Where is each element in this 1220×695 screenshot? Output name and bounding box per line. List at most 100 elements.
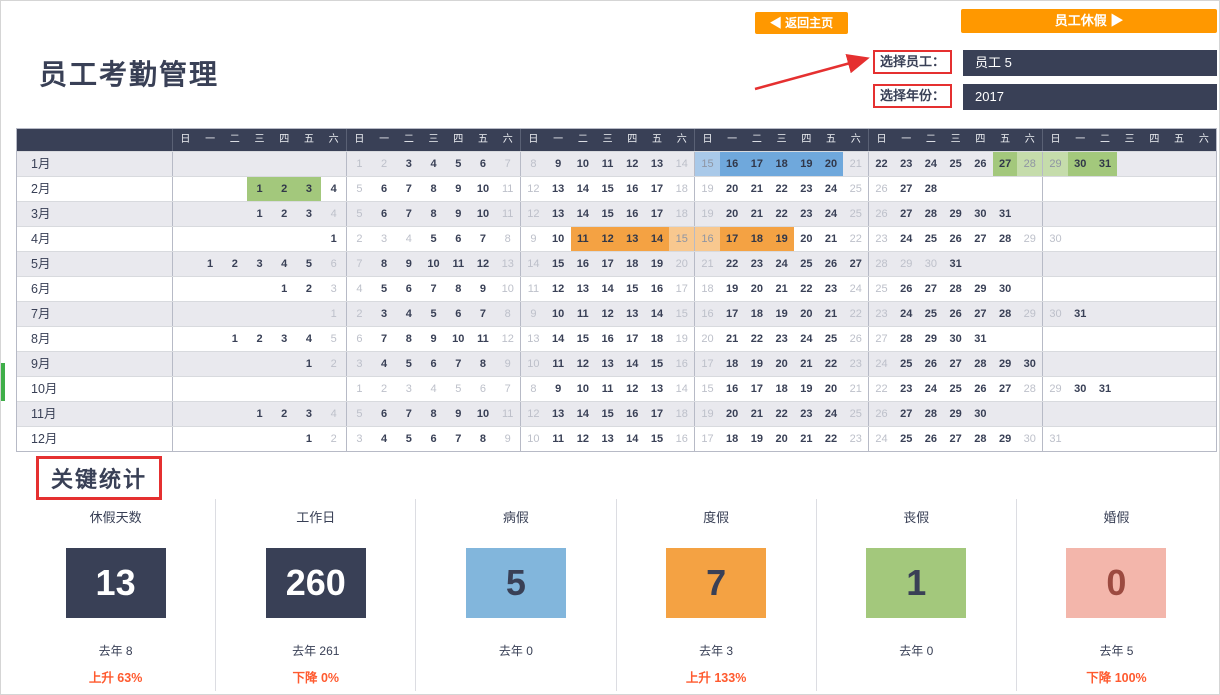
day-cell[interactable]: 26 — [900, 283, 913, 295]
day-cell[interactable]: 29 — [949, 208, 962, 220]
day-cell[interactable]: 2 — [271, 177, 297, 201]
day-cell[interactable]: 19 — [769, 227, 794, 251]
day-cell[interactable]: 4 — [346, 277, 372, 301]
day-cell[interactable]: 2 — [346, 227, 372, 251]
day-cell[interactable]: 29 — [1042, 152, 1068, 176]
day-cell[interactable]: 1 — [305, 433, 313, 445]
day-cell[interactable]: 3 — [346, 352, 372, 376]
day-cell[interactable]: 26 — [974, 383, 987, 395]
day-cell[interactable]: 5 — [405, 358, 412, 370]
day-cell[interactable]: 22 — [868, 152, 894, 176]
day-cell[interactable]: 6 — [479, 383, 487, 395]
day-cell[interactable]: 5 — [455, 158, 462, 170]
day-cell[interactable]: 28 — [924, 208, 938, 220]
day-cell[interactable]: 29 — [949, 408, 962, 420]
day-cell[interactable]: 23 — [868, 302, 894, 326]
day-cell[interactable]: 15 — [601, 183, 614, 195]
day-cell[interactable]: 10 — [476, 408, 490, 420]
day-cell[interactable]: 9 — [555, 158, 562, 170]
day-cell[interactable]: 2 — [381, 383, 388, 395]
day-cell[interactable]: 25 — [949, 383, 962, 395]
day-cell[interactable]: 10 — [452, 333, 465, 345]
day-cell[interactable]: 12 — [626, 383, 639, 395]
day-cell[interactable]: 23 — [900, 383, 913, 395]
day-cell[interactable]: 21 — [726, 333, 739, 345]
day-cell[interactable]: 15 — [694, 377, 720, 401]
day-cell[interactable]: 15 — [650, 433, 664, 445]
day-cell[interactable]: 17 — [726, 308, 739, 320]
day-cell[interactable]: 16 — [601, 333, 614, 345]
day-cell[interactable]: 14 — [626, 358, 639, 370]
day-cell[interactable]: 10 — [476, 208, 490, 220]
day-cell[interactable]: 9 — [430, 333, 437, 345]
day-cell[interactable]: 21 — [750, 408, 764, 420]
day-cell[interactable]: 28 — [998, 308, 1012, 320]
day-cell[interactable]: 26 — [924, 358, 938, 370]
day-cell[interactable]: 11 — [552, 358, 564, 370]
day-cell[interactable]: 13 — [601, 433, 614, 445]
day-cell[interactable]: 16 — [726, 383, 739, 395]
day-cell[interactable]: 22 — [849, 308, 862, 320]
day-cell[interactable]: 15 — [626, 283, 639, 295]
day-cell[interactable]: 6 — [381, 408, 388, 420]
day-cell[interactable]: 7 — [405, 208, 412, 220]
day-cell[interactable]: 31 — [974, 333, 987, 345]
day-cell[interactable]: 26 — [868, 202, 894, 226]
day-cell[interactable]: 30 — [924, 258, 938, 270]
day-cell[interactable]: 1 — [281, 283, 288, 295]
day-cell[interactable]: 12 — [595, 227, 620, 251]
day-cell[interactable]: 27 — [998, 383, 1012, 395]
day-cell[interactable]: 3 — [330, 283, 337, 295]
day-cell[interactable]: 28 — [900, 333, 913, 345]
day-cell[interactable]: 7 — [479, 308, 487, 320]
day-cell[interactable]: 28 — [868, 252, 894, 276]
day-cell[interactable]: 24 — [849, 283, 862, 295]
day-cell[interactable]: 11 — [452, 258, 465, 270]
day-cell[interactable]: 14 — [576, 208, 589, 220]
day-cell[interactable]: 19 — [800, 383, 813, 395]
day-cell[interactable]: 12 — [576, 358, 589, 370]
day-cell[interactable]: 12 — [601, 308, 614, 320]
day-cell[interactable]: 10 — [476, 183, 490, 195]
day-cell[interactable]: 10 — [552, 233, 565, 245]
day-cell[interactable]: 22 — [775, 183, 788, 195]
day-cell[interactable]: 30 — [1023, 433, 1036, 445]
day-cell[interactable]: 11 — [601, 383, 614, 395]
day-cell[interactable]: 10 — [576, 158, 589, 170]
day-cell[interactable]: 3 — [256, 258, 263, 270]
day-cell[interactable]: 18 — [675, 408, 688, 420]
day-cell[interactable]: 29 — [900, 258, 913, 270]
day-cell[interactable]: 5 — [430, 233, 437, 245]
day-cell[interactable]: 11 — [601, 158, 614, 170]
day-cell[interactable]: 14 — [650, 308, 664, 320]
day-cell[interactable]: 19 — [694, 177, 720, 201]
day-cell[interactable]: 31 — [949, 258, 962, 270]
day-cell[interactable]: 13 — [626, 308, 639, 320]
day-cell[interactable]: 18 — [675, 208, 688, 220]
day-cell[interactable]: 25 — [900, 358, 913, 370]
day-cell[interactable]: 19 — [793, 152, 819, 176]
day-cell[interactable]: 10 — [552, 308, 565, 320]
day-cell[interactable]: 11 — [501, 408, 514, 420]
day-cell[interactable]: 25 — [924, 308, 938, 320]
day-cell[interactable]: 10 — [427, 258, 440, 270]
day-cell[interactable]: 19 — [694, 402, 720, 426]
day-cell[interactable]: 23 — [849, 433, 862, 445]
day-cell[interactable]: 4 — [405, 308, 412, 320]
day-cell[interactable]: 16 — [650, 283, 664, 295]
day-cell[interactable]: 22 — [868, 377, 894, 401]
day-cell[interactable]: 26 — [949, 308, 962, 320]
day-cell[interactable]: 6 — [455, 233, 462, 245]
day-cell[interactable]: 1 — [207, 258, 214, 270]
day-cell[interactable]: 2 — [231, 258, 238, 270]
day-cell[interactable]: 18 — [769, 152, 794, 176]
day-cell[interactable]: 27 — [992, 152, 1018, 176]
day-cell[interactable]: 5 — [330, 333, 337, 345]
day-cell[interactable]: 4 — [381, 433, 388, 445]
day-cell[interactable]: 2 — [330, 358, 337, 370]
day-cell[interactable]: 21 — [849, 158, 862, 170]
day-cell[interactable]: 30 — [1067, 152, 1093, 176]
day-cell[interactable]: 30 — [1074, 383, 1087, 395]
day-cell[interactable]: 13 — [601, 358, 614, 370]
day-cell[interactable]: 8 — [479, 433, 487, 445]
